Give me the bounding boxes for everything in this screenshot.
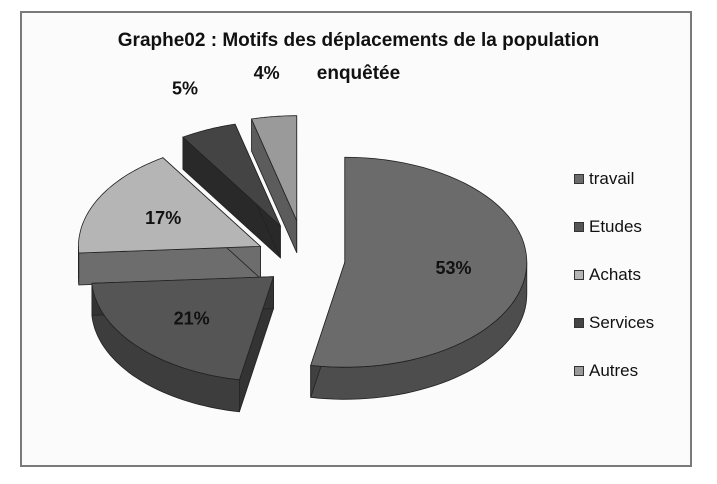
chart-legend: travail Etudes Achats Services Autres <box>574 167 654 407</box>
chart-title-line-1: Graphe02 : Motifs des déplacements de la… <box>117 30 600 51</box>
chart-title: Graphe02 : Motifs des déplacements de la… <box>0 24 717 90</box>
data-label-travail: 53% <box>435 258 471 278</box>
data-label-achats: 17% <box>145 208 181 228</box>
legend-swatch-autres <box>574 366 584 376</box>
legend-swatch-achats <box>574 270 584 280</box>
pie-slice-achats <box>78 156 262 286</box>
pie-slice-top-travail <box>310 156 528 368</box>
data-label-autres: 4% <box>254 63 280 83</box>
legend-swatch-services <box>574 318 584 328</box>
data-label-etudes: 21% <box>174 308 210 328</box>
legend-item-achats: Achats <box>574 263 654 287</box>
legend-swatch-etudes <box>574 222 584 232</box>
pie-slice-travail <box>310 156 528 400</box>
legend-item-travail: travail <box>574 167 654 191</box>
legend-label-services: Services <box>589 313 655 332</box>
legend-label-etudes: Etudes <box>589 217 642 236</box>
legend-swatch-travail <box>574 174 584 184</box>
legend-label-achats: Achats <box>589 265 641 284</box>
legend-item-autres: Autres <box>574 359 654 383</box>
data-label-services: 5% <box>172 79 198 99</box>
legend-item-etudes: Etudes <box>574 215 654 239</box>
legend-item-services: Services <box>574 311 654 335</box>
pie-slice-top-services <box>182 123 281 227</box>
pie-slice-etudes <box>91 276 275 413</box>
chart-title-line-2: enquêtée <box>316 63 401 84</box>
pie-slice-top-autres <box>250 115 298 221</box>
pie-slice-services <box>182 123 281 259</box>
pie-slice-top-achats <box>78 157 262 254</box>
legend-label-autres: Autres <box>589 361 639 380</box>
pie-slice-autres <box>250 115 298 253</box>
legend-label-travail: travail <box>589 169 635 188</box>
pie-slice-top-etudes <box>91 276 275 381</box>
